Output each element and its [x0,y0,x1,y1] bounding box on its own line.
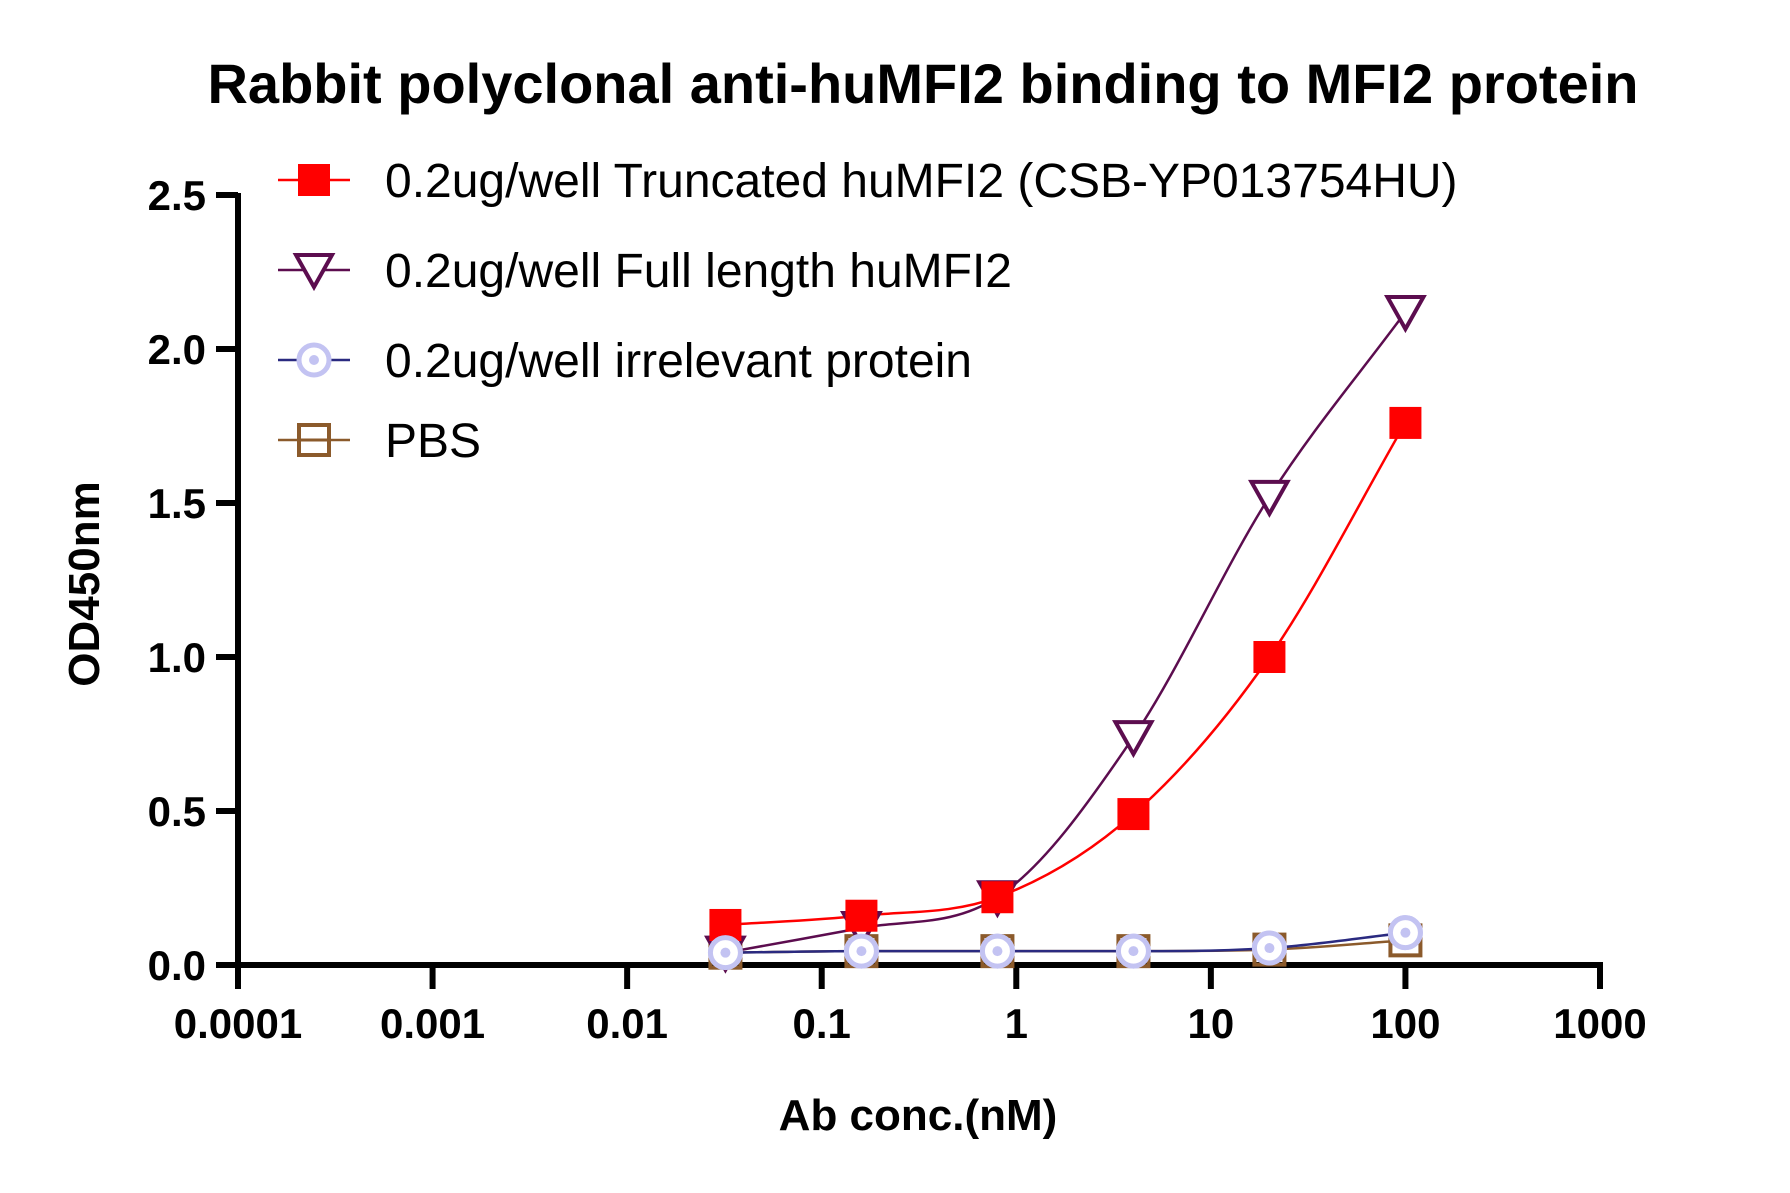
y-tick-label: 2.5 [148,172,206,219]
y-tick-label: 0.0 [148,942,206,989]
legend-label: PBS [385,415,481,468]
y-tick-label: 1.5 [148,480,206,527]
legend-item-2: 0.2ug/well Full length huMFI2 [278,245,1012,298]
data-point-series-2 [292,253,336,292]
x-tick-label: 1 [1005,1000,1028,1047]
y-tick-label: 1.0 [148,634,206,681]
legend-item-4: PBS [278,415,481,468]
data-markers [704,295,1427,974]
y-axis-label: OD450nm [60,481,109,686]
x-axis-label: Ab conc.(nM) [779,1091,1058,1140]
data-point-series-4 [297,423,331,457]
y-tick-label: 0.5 [148,788,206,835]
data-point-series-3 [979,933,1015,969]
legend-item-1: 0.2ug/well Truncated huMFI2 (CSB-YP01375… [278,155,1458,208]
data-point-series-2 [1384,295,1427,334]
data-point-series-2 [1112,720,1155,759]
x-tick-label: 100 [1370,1000,1440,1047]
data-point-series-1 [981,881,1014,914]
data-point-series-3 [707,935,743,971]
data-point-series-1 [1117,798,1150,831]
data-point-series-1 [1389,406,1422,439]
legend-item-3: 0.2ug/well irrelevant protein [278,335,972,388]
y-tick-label: 2.0 [148,326,206,373]
series-curves [725,311,1407,954]
chart-title: Rabbit polyclonal anti-huMFI2 binding to… [207,52,1638,115]
axes: 0.0 0.5 1.0 1.5 2.0 2.5 0.0001 0.001 0.01 0.1 1 10 1… [148,172,1647,1047]
series-line-2 [725,311,1407,954]
data-point-series-1 [845,899,878,932]
data-point-series-3 [1251,930,1287,966]
data-point-series-3 [296,342,332,378]
series-line-3 [725,931,1406,954]
data-point-series-3 [1115,933,1151,969]
legend-label: 0.2ug/well Truncated huMFI2 (CSB-YP01375… [385,155,1458,208]
data-point-series-2 [1248,479,1291,518]
data-point-series-1 [1253,641,1286,673]
legend-label: 0.2ug/well Full length huMFI2 [385,245,1012,298]
x-tick-label: 0.1 [793,1000,851,1047]
data-point-series-3 [1387,915,1423,951]
x-tick-label: 10 [1187,1000,1234,1047]
data-point-series-3 [843,933,879,969]
legend-label: 0.2ug/well irrelevant protein [385,335,972,388]
x-tick-label: 0.001 [380,1000,485,1047]
legend: 0.2ug/well Truncated huMFI2 (CSB-YP01375… [278,155,1458,468]
series-line-1 [725,422,1407,927]
x-tick-label: 0.01 [586,1000,668,1047]
data-point-series-1 [298,164,330,196]
x-tick-label: 0.0001 [174,1000,302,1047]
x-tick-label: 1000 [1553,1000,1646,1047]
